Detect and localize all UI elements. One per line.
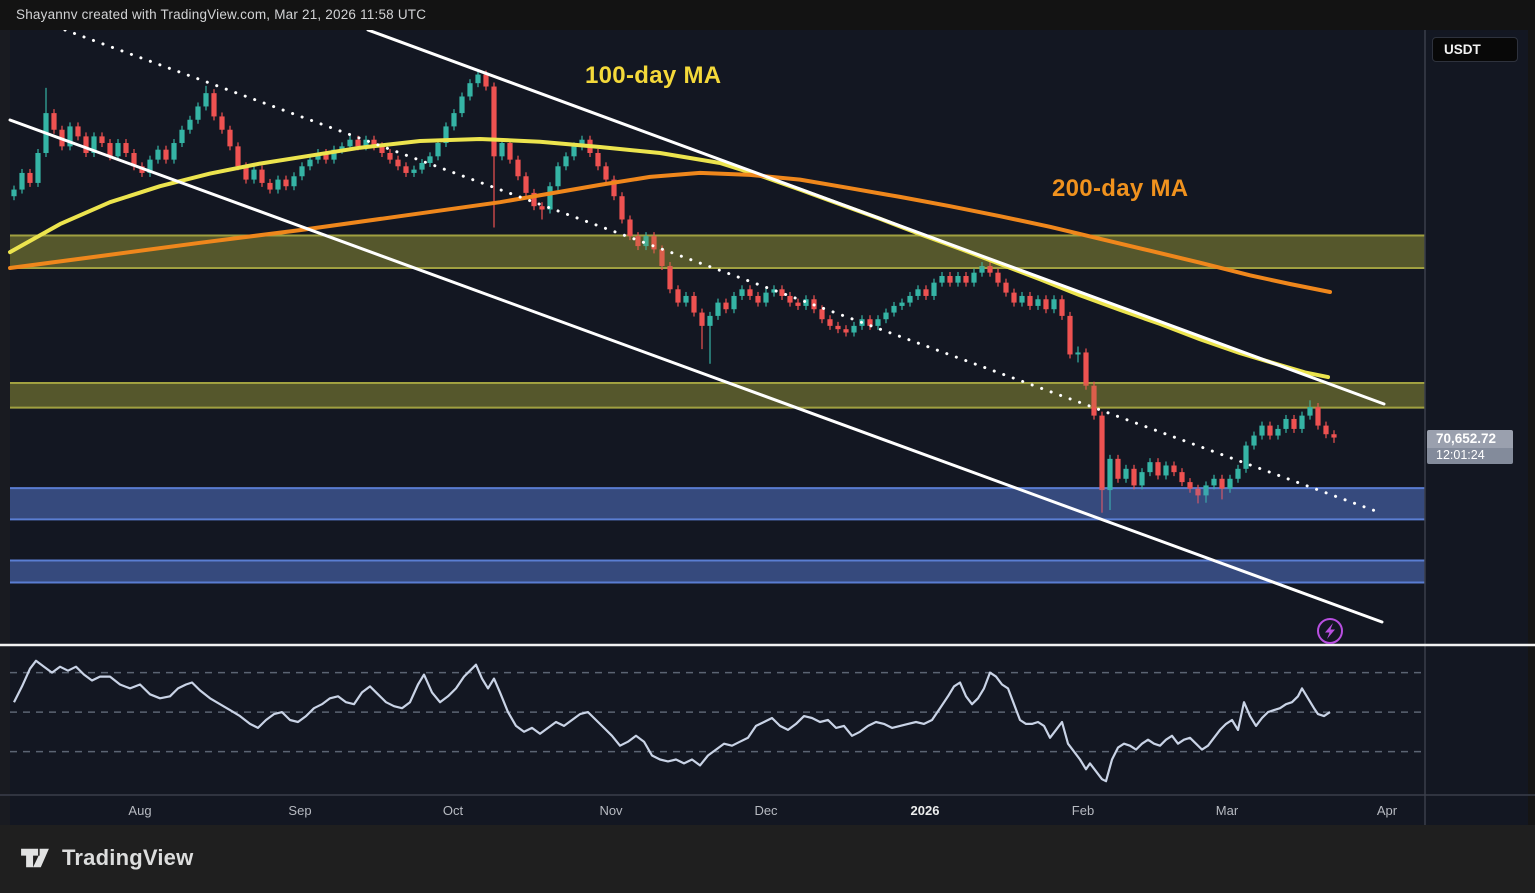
support-zone-49k-52k <box>10 560 1425 583</box>
time-tick-2026: 2026 <box>910 803 940 818</box>
time-tick-nov: Nov <box>599 803 623 818</box>
time-tick-dec: Dec <box>754 803 778 818</box>
footer-bar: TradingView <box>0 825 1535 893</box>
resistance-zone-96k-101k-overlay <box>10 235 1425 269</box>
last-price-value: 70,652.72 <box>1427 430 1513 448</box>
flash-icon[interactable] <box>1317 618 1343 644</box>
attribution-text: Shayannv created with TradingView.com, M… <box>16 7 427 22</box>
support-zone-58k-63k <box>10 488 1425 520</box>
left-margin <box>0 30 10 825</box>
time-tick-aug: Aug <box>128 803 152 818</box>
tradingview-logo-icon <box>21 848 49 868</box>
candlestick-series <box>11 69 1337 513</box>
bar-countdown: 12:01:24 <box>1427 448 1513 464</box>
channel-top-line[interactable] <box>366 30 1386 406</box>
chart-plot-area[interactable] <box>0 30 1535 825</box>
time-tick-mar: Mar <box>1215 803 1239 818</box>
ma200-annotation-label: 200-day MA <box>1052 175 1189 202</box>
channel-bottom-line[interactable] <box>8 118 1384 624</box>
resistance-zone-96k-101k <box>10 235 1425 269</box>
ma200-line <box>8 170 1332 294</box>
time-tick-oct: Oct <box>442 803 464 818</box>
tradingview-logo[interactable]: TradingView <box>18 841 193 875</box>
broken-support-zone-75k-79k-overlay <box>10 383 1425 408</box>
time-tick-feb: Feb <box>1071 803 1095 818</box>
channel-mid-dotted-line[interactable] <box>63 30 1383 515</box>
rsi-line <box>13 659 1331 783</box>
broken-support-zone-75k-79k <box>10 383 1425 408</box>
ma100-annotation-label: 100-day MA <box>585 62 722 89</box>
header-bar: Shayannv created with TradingView.com, M… <box>0 0 1535 30</box>
currency-toggle-button[interactable]: USDT <box>1432 37 1518 62</box>
right-margin <box>1528 30 1535 825</box>
support-zone-49k-52k-overlay <box>10 560 1425 583</box>
support-zone-58k-63k-overlay <box>10 488 1425 520</box>
time-tick-sep: Sep <box>288 803 312 818</box>
tradingview-brand-text: TradingView <box>62 845 194 870</box>
last-price-label: 70,652.72 12:01:24 <box>1427 430 1513 464</box>
time-tick-apr: Apr <box>1376 803 1398 818</box>
